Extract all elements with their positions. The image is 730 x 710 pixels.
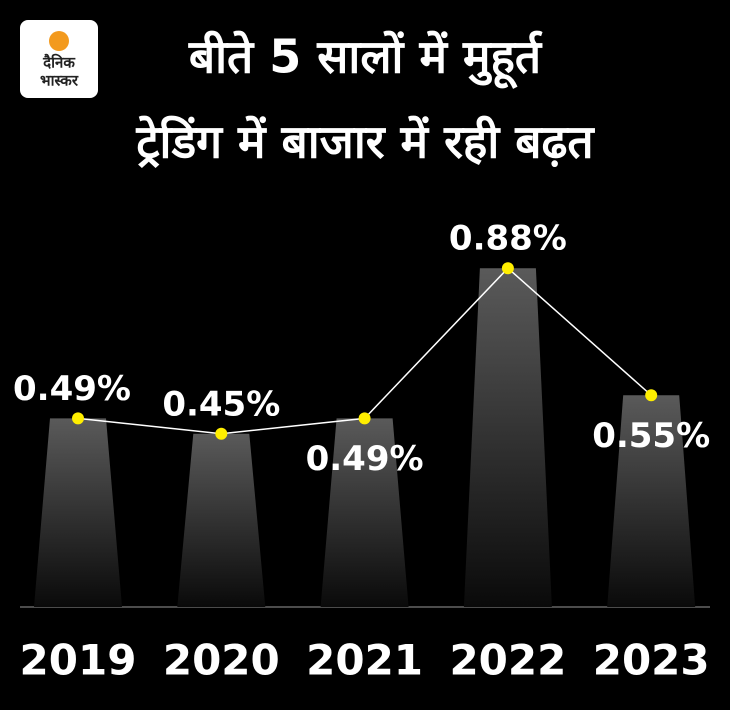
logo-sun — [49, 31, 69, 51]
chart-title: ट्रेडिंग में बाजार में रही बढ़त — [135, 115, 595, 169]
marker — [215, 427, 228, 440]
value-label: 0.88% — [449, 219, 567, 259]
logo-text: दैनिक — [42, 54, 76, 72]
value-label: 0.55% — [592, 416, 710, 456]
bar — [320, 418, 409, 607]
x-tick-label: 2019 — [20, 636, 137, 685]
value-label: 0.45% — [162, 384, 280, 424]
x-tick-label: 2020 — [163, 636, 280, 685]
value-label: 0.49% — [13, 369, 131, 409]
logo-box — [20, 20, 98, 98]
bar — [607, 395, 696, 607]
chart-title: बीते 5 सालों में मुहूर्त — [188, 30, 543, 90]
bar — [177, 433, 266, 607]
marker — [72, 412, 84, 425]
value-label: 0.49% — [306, 439, 424, 479]
marker — [358, 412, 371, 425]
bar — [34, 418, 122, 607]
logo: दैनिक भास्कर — [20, 20, 98, 98]
x-tick-label: 2021 — [306, 636, 423, 685]
marker — [645, 389, 658, 402]
x-tick-label: 2023 — [593, 636, 710, 685]
bar — [463, 268, 552, 607]
x-tick-label: 2022 — [449, 636, 566, 685]
logo-text: भास्कर — [40, 72, 79, 90]
marker — [501, 262, 514, 275]
